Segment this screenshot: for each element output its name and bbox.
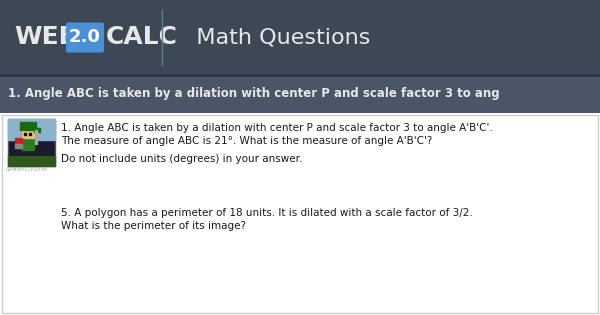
Bar — [24, 133, 26, 135]
Bar — [8, 119, 55, 166]
Text: Math Questions: Math Questions — [175, 27, 370, 48]
Bar — [8, 119, 55, 140]
Bar — [34, 128, 40, 132]
Text: CALC: CALC — [106, 26, 178, 49]
Bar — [8, 156, 55, 166]
Bar — [15, 138, 22, 148]
Text: 1. Angle ABC is taken by a dilation with center P and scale factor 3 to ang: 1. Angle ABC is taken by a dilation with… — [8, 88, 500, 100]
Bar — [15, 144, 22, 148]
Text: 1. Angle ABC is taken by a dilation with center P and scale factor 3 to angle A': 1. Angle ABC is taken by a dilation with… — [61, 123, 493, 133]
Text: 5. A polygon has a perimeter of 18 units. It is dilated with a scale factor of 3: 5. A polygon has a perimeter of 18 units… — [61, 208, 473, 218]
Text: WEB: WEB — [14, 26, 77, 49]
Bar — [2, 115, 598, 313]
Text: 2.0: 2.0 — [69, 28, 101, 47]
Text: The measure of angle ABC is 21°. What is the measure of angle A'B'C'?: The measure of angle ABC is 21°. What is… — [61, 136, 433, 146]
Bar — [35, 130, 37, 144]
Bar — [20, 122, 36, 130]
Text: GAMEMASTERX40: GAMEMASTERX40 — [6, 167, 48, 172]
Bar — [22, 132, 34, 150]
Bar — [0, 0, 600, 75]
FancyBboxPatch shape — [66, 22, 104, 53]
Text: What is the perimeter of its image?: What is the perimeter of its image? — [61, 221, 246, 231]
Bar — [0, 75, 600, 113]
Bar — [29, 133, 31, 135]
Text: Do not include units (degrees) in your answer.: Do not include units (degrees) in your a… — [61, 154, 302, 164]
Bar — [22, 128, 34, 138]
